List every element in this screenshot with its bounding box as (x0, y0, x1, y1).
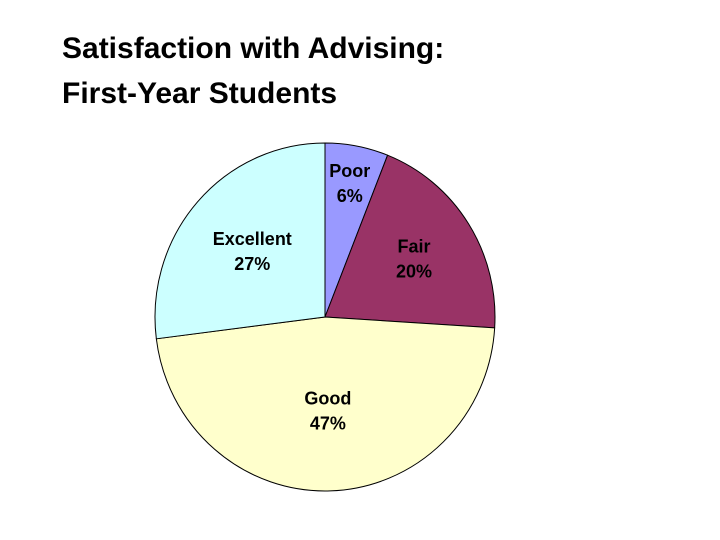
slice-label-fair: Fair (397, 237, 430, 257)
chart-title-line-2: First-Year Students (62, 77, 338, 110)
chart-title-line-1: Satisfaction with Advising: (62, 32, 445, 65)
pie-slice-good (155, 316, 496, 492)
slice-label-excellent: Excellent (213, 229, 292, 249)
pie-slice-excellent (154, 142, 326, 340)
slice-value-excellent: 27% (234, 254, 270, 274)
slice-value-fair: 20% (396, 262, 432, 282)
slice-label-poor: Poor (329, 161, 370, 181)
slice-label-good: Good (304, 388, 351, 408)
chart-title: Satisfaction with Advising: First-Year S… (62, 26, 444, 116)
slice-value-good: 47% (310, 413, 346, 433)
pie-slice-fair (324, 154, 496, 329)
slice-value-poor: 6% (337, 186, 363, 206)
